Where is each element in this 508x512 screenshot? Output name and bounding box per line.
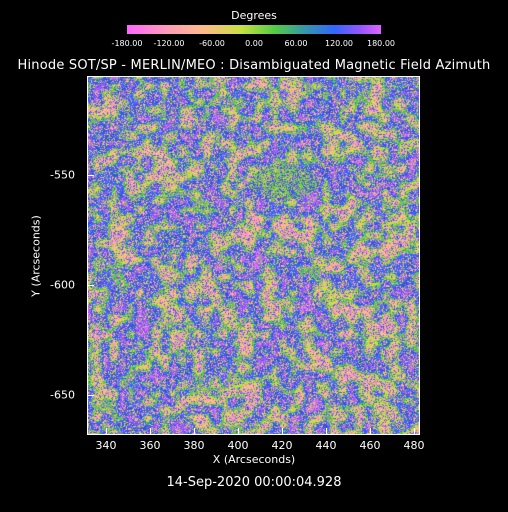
colorbar-tick: -60.00	[199, 39, 225, 48]
y-tick-label: -600	[50, 278, 75, 292]
x-tick-mark	[370, 428, 371, 434]
x-tick-mark	[194, 428, 195, 434]
y-tick-label: -550	[50, 168, 75, 182]
x-tick-label: 480	[403, 439, 425, 452]
x-tick-label: 380	[183, 439, 205, 452]
x-tick-label: 360	[139, 439, 161, 452]
x-tick-label: 440	[315, 439, 337, 452]
y-tick-label: -650	[50, 388, 75, 402]
x-tick-label: 340	[95, 439, 117, 452]
plot-title: Hinode SOT/SP - MERLIN/MEO : Disambiguat…	[17, 58, 491, 73]
y-axis-label: Y (Arcseconds)	[29, 215, 43, 297]
observation-timestamp: 14-Sep-2020 00:00:04.928	[166, 475, 342, 490]
x-tick-mark	[282, 428, 283, 434]
x-tick-mark	[238, 428, 239, 434]
x-tick-mark	[106, 428, 107, 434]
colorbar-tick: -120.00	[153, 39, 185, 48]
azimuth-image	[88, 77, 419, 434]
x-tick-label: 460	[359, 439, 381, 452]
colorbar-tick: 180.00	[367, 39, 395, 48]
x-tick-mark	[150, 428, 151, 434]
y-tick-mark	[88, 175, 94, 176]
colorbar-tick: 0.00	[245, 39, 263, 48]
x-tick-label: 420	[271, 439, 293, 452]
colorbar-tick: -180.00	[111, 39, 143, 48]
colorbar	[127, 25, 381, 34]
colorbar-title: Degrees	[231, 9, 277, 22]
y-tick-mark	[88, 285, 94, 286]
azimuth-map	[87, 76, 420, 435]
y-tick-mark	[88, 395, 94, 396]
x-tick-label: 400	[227, 439, 249, 452]
x-tick-mark	[414, 428, 415, 434]
colorbar-tick: 120.00	[325, 39, 353, 48]
x-tick-mark	[326, 428, 327, 434]
x-axis-label: X (Arcseconds)	[212, 453, 296, 466]
colorbar-tick: 60.00	[284, 39, 308, 48]
